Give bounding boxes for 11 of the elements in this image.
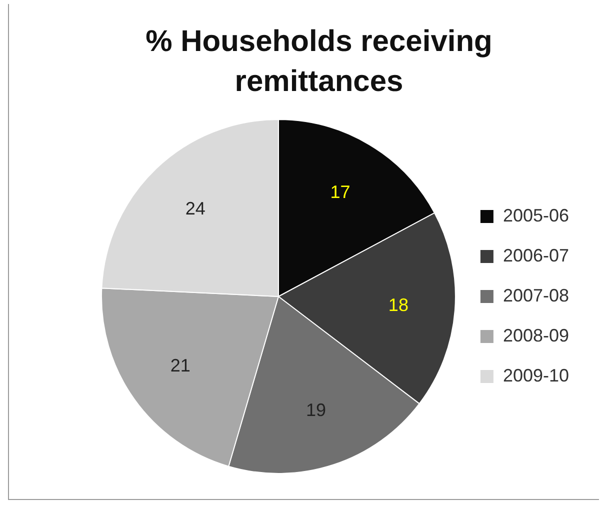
legend-label: 2006-07 [502,245,570,266]
legend-label: 2009-10 [502,365,570,386]
data-label: 24 [185,198,206,218]
chart-title: % Households receiving remittances [144,24,494,100]
legend-label: 2007-08 [502,285,570,306]
data-label: 17 [330,182,350,202]
data-label: 19 [306,400,326,420]
legend-label: 2008-09 [502,325,570,346]
data-label: 21 [170,355,190,376]
data-label: 18 [388,295,408,316]
legend-label: 2005-06 [502,205,570,226]
